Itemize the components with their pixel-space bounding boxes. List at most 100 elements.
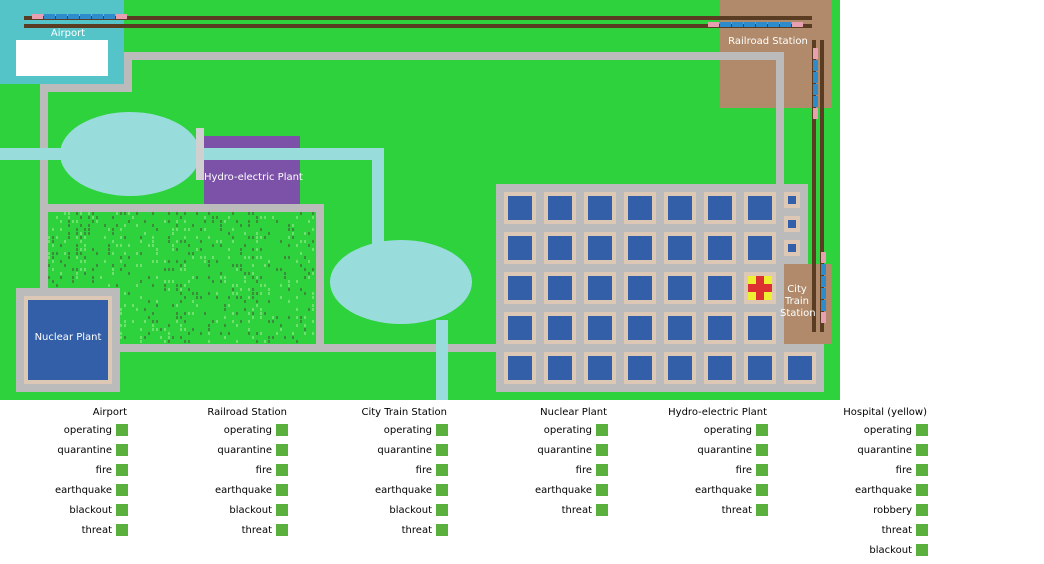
tree [192, 276, 194, 279]
tree [124, 224, 126, 227]
tree [156, 248, 158, 251]
status-label: blackout [869, 544, 912, 556]
status-label: quarantine [377, 444, 432, 456]
tree [152, 244, 154, 247]
tree [188, 340, 190, 343]
tree [92, 268, 94, 271]
tree [156, 304, 158, 307]
legend-item: quarantine [0, 440, 128, 460]
tree [292, 336, 294, 339]
tree [312, 304, 314, 307]
tree [300, 288, 302, 291]
tree [144, 336, 146, 339]
train-car [80, 14, 91, 19]
status-label: quarantine [217, 444, 272, 456]
tree [224, 220, 226, 223]
tree [108, 244, 110, 247]
building [588, 356, 612, 380]
tree [124, 324, 126, 327]
tree [264, 312, 266, 315]
tree [140, 296, 142, 299]
tree [168, 288, 170, 291]
legend-item: fire [640, 460, 768, 480]
tree [208, 212, 210, 215]
hydro-plant [204, 160, 300, 204]
tree [248, 212, 250, 215]
nuclear-plant-label: Nuclear Plant [34, 332, 102, 343]
tree [108, 248, 110, 251]
legend-title: City Train Station [361, 407, 447, 418]
tree [164, 260, 166, 263]
tree [256, 280, 258, 283]
tree [188, 280, 190, 283]
tree [232, 264, 234, 267]
tree [228, 232, 230, 235]
tree [80, 216, 82, 219]
status-indicator [436, 424, 448, 436]
tree [260, 308, 262, 311]
legend-item: threat [320, 520, 448, 540]
tree [256, 292, 258, 295]
legend-item: operating [800, 420, 928, 440]
tree [168, 260, 170, 263]
legend-item: threat [0, 520, 128, 540]
tree [180, 316, 182, 319]
tree [280, 296, 282, 299]
train-car [821, 264, 826, 275]
tree [48, 256, 50, 259]
rail-track [24, 24, 812, 28]
legend-item: quarantine [640, 440, 768, 460]
tree [184, 296, 186, 299]
tree [88, 228, 90, 231]
legend-title: Railroad Station [207, 407, 287, 418]
tree [216, 240, 218, 243]
tree [308, 276, 310, 279]
tree [60, 260, 62, 263]
tree [48, 240, 50, 243]
tree [240, 224, 242, 227]
tree [232, 292, 234, 295]
tree [208, 276, 210, 279]
tree [176, 320, 178, 323]
tree [188, 244, 190, 247]
tree [272, 316, 274, 319]
tree [80, 260, 82, 263]
tree [84, 228, 86, 231]
tree [236, 296, 238, 299]
tree [52, 260, 54, 263]
tree [124, 252, 126, 255]
train-car [744, 22, 755, 27]
tree [268, 292, 270, 295]
tree [268, 336, 270, 339]
tree [84, 236, 86, 239]
city-map[interactable]: Airport Railroad Station City Train Stat… [0, 0, 840, 400]
legend-item: earthquake [480, 480, 608, 500]
tree [228, 332, 230, 335]
building [548, 236, 572, 260]
tree [216, 292, 218, 295]
train-car [720, 22, 731, 27]
tree [68, 232, 70, 235]
tree [176, 288, 178, 291]
tree [136, 264, 138, 267]
building [708, 316, 732, 340]
tree [256, 300, 258, 303]
tree [232, 240, 234, 243]
status-indicator [596, 444, 608, 456]
tree [112, 240, 114, 243]
tree [288, 316, 290, 319]
tree [52, 244, 54, 247]
legend-item: quarantine [160, 440, 288, 460]
status-indicator [916, 424, 928, 436]
tree [244, 300, 246, 303]
tree [76, 252, 78, 255]
road [40, 84, 132, 92]
train-car [821, 252, 826, 263]
train-car [732, 22, 743, 27]
status-label: threat [401, 524, 432, 536]
tree [96, 220, 98, 223]
tree [160, 328, 162, 331]
tree [200, 240, 202, 243]
dam [196, 128, 204, 180]
road [776, 52, 784, 188]
